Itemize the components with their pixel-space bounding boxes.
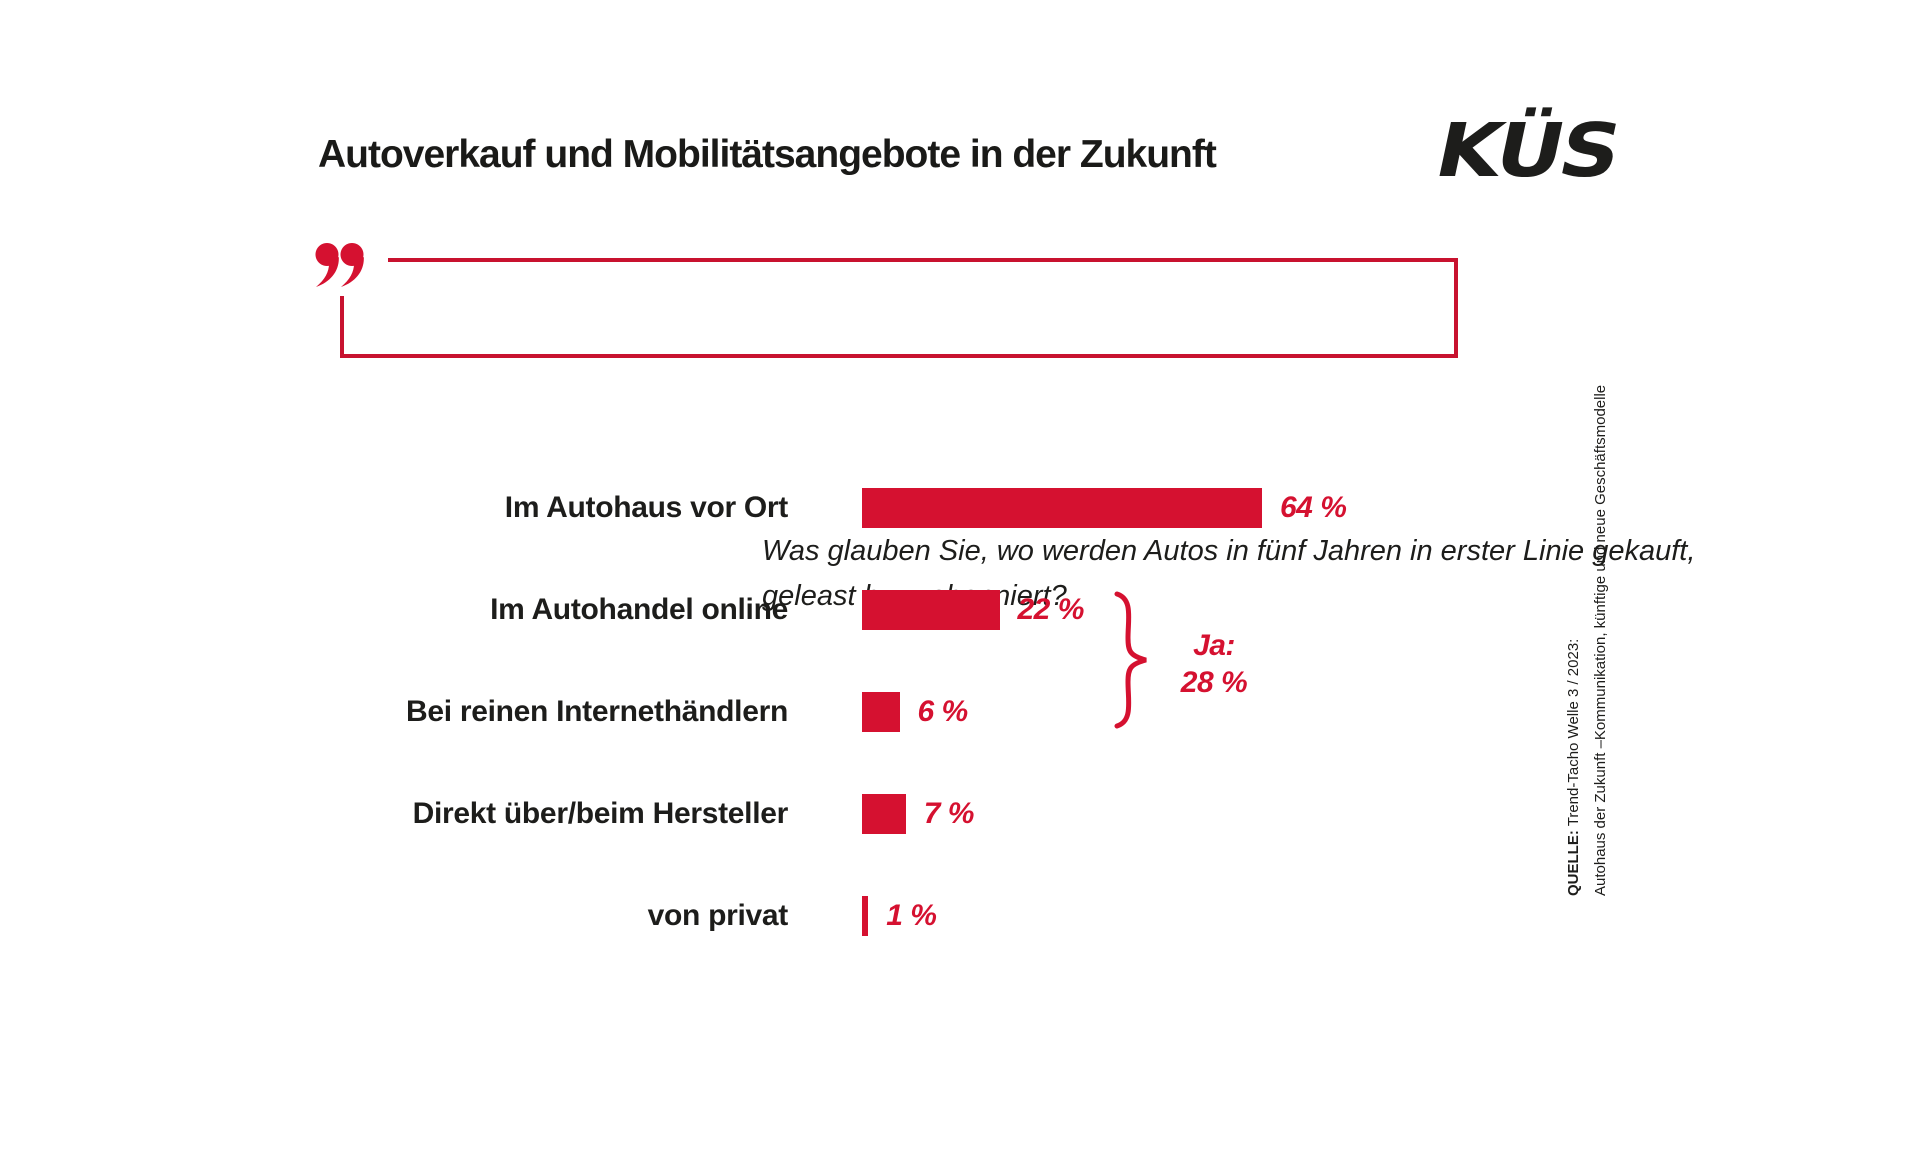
value-label: 7 % [923, 797, 975, 830]
value-label: 6 % [917, 695, 969, 728]
question-line-1: Was glauben Sie, wo werden Autos in fünf… [762, 535, 1696, 567]
kus-logo: KÜS [1428, 108, 1626, 194]
bar [862, 692, 900, 732]
bar [862, 896, 869, 936]
category-label: Bei reinen Internethändlern [406, 695, 788, 728]
category-label: von privat [647, 899, 789, 932]
bar [862, 590, 1000, 630]
chart-row: von privat 1 % [0, 865, 1540, 967]
source-note: QUELLE: Trend-Tacho Welle 3 / 2023: Auto… [1560, 385, 1614, 896]
category-label: Im Autohaus vor Ort [504, 491, 789, 524]
page-title: Autoverkauf und Mobilitätsangebote in de… [318, 133, 1217, 176]
group-annotation-value: 28 % [1180, 666, 1248, 699]
category-label: Direkt über/beim Hersteller [412, 797, 789, 830]
category-label: Im Autohandel online [490, 593, 788, 626]
bar-area: 7 % [862, 794, 974, 834]
question-box: Was glauben Sie, wo werden Autos in fünf… [340, 258, 1695, 612]
source-line-1-rest: Trend-Tacho Welle 3 / 2023: [1565, 638, 1582, 831]
chart-row: Direkt über/beim Hersteller 7 % [0, 763, 1540, 865]
bar-area: 64 % [862, 488, 1347, 528]
chart-row: Bei reinen Internethändlern 6 % [0, 661, 1540, 763]
bar-area: 6 % [862, 692, 968, 732]
source-prefix: QUELLE: [1565, 830, 1582, 896]
bar-area: 22 % [862, 590, 1084, 630]
chart-rows: Im Autohaus vor Ort 64 % Im Autohandel o… [0, 457, 1540, 967]
bar-area: 1 % [862, 896, 937, 936]
source-line-2: Autohaus der Zukunft –Kommunikation, kün… [1592, 384, 1609, 896]
group-annotation-label: Ja: [1193, 629, 1235, 662]
value-label: 1 % [886, 899, 937, 932]
value-label: 22 % [1017, 593, 1085, 626]
bracket-brace-icon [1110, 589, 1156, 731]
value-label: 64 % [1280, 491, 1347, 524]
chart-row: Im Autohandel online 22 % [0, 559, 1540, 661]
quote-mark-icon [314, 242, 366, 290]
bar [862, 488, 1262, 528]
source-line-1: QUELLE: Trend-Tacho Welle 3 / 2023: [1560, 385, 1587, 896]
chart-row: Im Autohaus vor Ort 64 % [0, 457, 1540, 559]
bar [862, 794, 906, 834]
group-annotation: Ja: 28 % [1156, 627, 1272, 701]
